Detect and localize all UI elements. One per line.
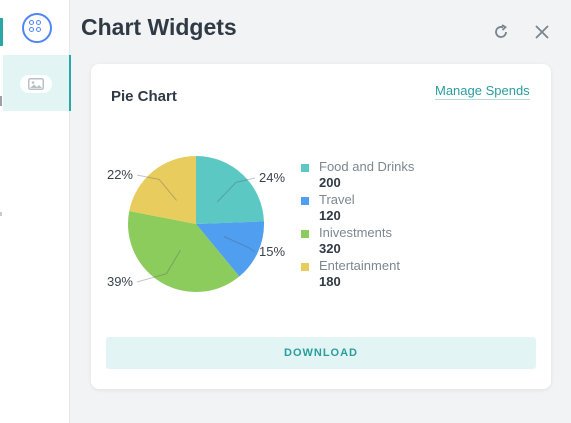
left-edge-marker — [0, 96, 2, 106]
pie-chart: 24% 15% 39% 22% — [107, 156, 285, 292]
image-icon — [20, 75, 52, 93]
legend-value: 180 — [319, 274, 341, 289]
pie-data-label: 24% — [259, 170, 285, 185]
rail-item-image[interactable] — [3, 55, 71, 111]
widgets-icon-dot — [29, 20, 34, 25]
pie-leader-line — [223, 236, 256, 253]
pie-slice — [196, 221, 264, 277]
pie-data-label: 22% — [107, 167, 133, 182]
pie-slice — [196, 156, 264, 224]
legend-swatch — [301, 263, 309, 271]
legend-value: 200 — [319, 175, 341, 190]
pie-slice — [129, 156, 196, 224]
legend-label: Food and Drinks — [319, 159, 415, 174]
card-title: Pie Chart — [111, 88, 177, 105]
manage-spends-link[interactable]: Manage Spends — [435, 83, 530, 100]
legend-label: Entertainment — [319, 258, 400, 273]
legend-swatch — [301, 230, 309, 238]
pie-data-label: 15% — [259, 244, 285, 259]
widgets-icon-dot — [36, 27, 41, 32]
pie-leader-line — [136, 174, 177, 201]
pie-leader-line — [136, 250, 181, 283]
legend-label: Travel — [319, 192, 355, 207]
icon-rail — [3, 0, 71, 423]
left-edge-accent — [0, 18, 3, 46]
legend-value: 320 — [319, 241, 341, 256]
legend-swatch — [301, 197, 309, 205]
close-icon[interactable] — [532, 22, 552, 42]
pie-leader-line — [216, 177, 256, 203]
pie-slice — [128, 211, 240, 292]
legend-value: 120 — [319, 208, 341, 223]
left-edge — [0, 0, 3, 423]
legend-label: Inivestments — [319, 225, 392, 240]
widgets-icon-dot — [29, 27, 34, 32]
download-button[interactable]: DOWNLOAD — [106, 337, 536, 369]
refresh-icon[interactable] — [492, 23, 510, 41]
chart-card: Pie Chart Manage Spends 24% 15% 39% 22% Foo… — [91, 64, 551, 389]
widgets-icon-dot — [36, 20, 41, 25]
widgets-icon[interactable] — [22, 13, 52, 43]
pie-data-label: 39% — [107, 274, 133, 289]
legend-swatch — [301, 164, 309, 172]
page-title: Chart Widgets — [81, 14, 237, 40]
left-edge-marker — [0, 212, 2, 216]
